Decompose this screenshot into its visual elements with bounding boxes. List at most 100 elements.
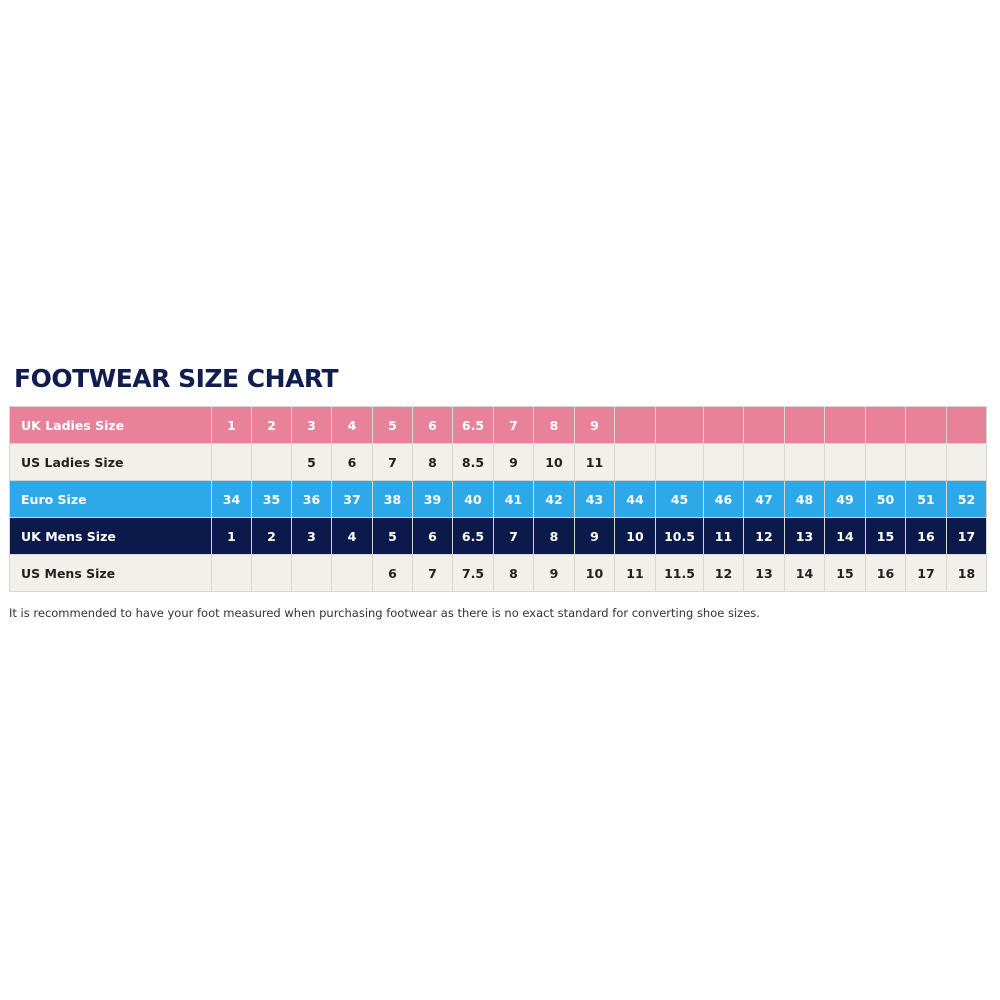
size-cell bbox=[743, 443, 785, 481]
size-cell bbox=[614, 406, 656, 444]
table-row-euro: Euro Size 34 35 36 37 38 39 40 41 42 43 44 45 46 47 48 4… bbox=[9, 480, 987, 518]
row-label: US Mens Size bbox=[9, 554, 212, 592]
size-cell: 37 bbox=[331, 480, 373, 518]
size-cell: 49 bbox=[824, 480, 866, 518]
size-cell bbox=[743, 406, 785, 444]
size-cell: 6 bbox=[412, 406, 453, 444]
size-cell bbox=[211, 554, 252, 592]
size-cell: 10 bbox=[533, 443, 575, 481]
size-cell bbox=[946, 443, 987, 481]
size-cell bbox=[784, 443, 825, 481]
size-cell bbox=[211, 443, 252, 481]
size-cell: 7 bbox=[493, 406, 534, 444]
size-cell: 8 bbox=[412, 443, 453, 481]
size-cell: 38 bbox=[372, 480, 413, 518]
size-cell: 5 bbox=[372, 406, 413, 444]
row-label: UK Mens Size bbox=[9, 517, 212, 555]
row-label: US Ladies Size bbox=[9, 443, 212, 481]
size-cell bbox=[784, 406, 825, 444]
size-cell: 11 bbox=[574, 443, 615, 481]
size-cell: 52 bbox=[946, 480, 987, 518]
size-cell: 7 bbox=[412, 554, 453, 592]
size-cell bbox=[703, 443, 744, 481]
table-row-us-ladies: US Ladies Size 5 6 7 8 8.5 9 10 11 bbox=[9, 443, 987, 481]
size-cell: 15 bbox=[865, 517, 906, 555]
size-cell: 2 bbox=[251, 517, 292, 555]
size-cell: 6 bbox=[331, 443, 373, 481]
size-cell bbox=[614, 443, 656, 481]
page-title: FOOTWEAR SIZE CHART bbox=[14, 364, 339, 393]
size-cell: 6 bbox=[412, 517, 453, 555]
size-cell bbox=[251, 554, 292, 592]
size-cell: 7.5 bbox=[452, 554, 494, 592]
size-cell bbox=[655, 406, 704, 444]
size-cell: 11 bbox=[614, 554, 656, 592]
size-cell bbox=[824, 406, 866, 444]
size-cell: 40 bbox=[452, 480, 494, 518]
size-cell: 15 bbox=[824, 554, 866, 592]
size-cell: 34 bbox=[211, 480, 252, 518]
size-cell bbox=[865, 443, 906, 481]
size-cell: 42 bbox=[533, 480, 575, 518]
size-cell: 9 bbox=[533, 554, 575, 592]
size-cell: 18 bbox=[946, 554, 987, 592]
size-cell: 4 bbox=[331, 406, 373, 444]
size-cell bbox=[251, 443, 292, 481]
size-cell: 6.5 bbox=[452, 406, 494, 444]
size-cell: 3 bbox=[291, 517, 332, 555]
size-cell: 39 bbox=[412, 480, 453, 518]
size-cell: 14 bbox=[784, 554, 825, 592]
size-cell: 17 bbox=[946, 517, 987, 555]
size-chart-table: UK Ladies Size 1 2 3 4 5 6 6.5 7 8 9 US Ladies Size… bbox=[9, 406, 987, 592]
size-cell: 51 bbox=[905, 480, 947, 518]
size-cell: 8.5 bbox=[452, 443, 494, 481]
size-cell: 7 bbox=[372, 443, 413, 481]
size-cell: 13 bbox=[743, 554, 785, 592]
size-cell: 8 bbox=[533, 406, 575, 444]
size-cell: 1 bbox=[211, 406, 252, 444]
size-cell: 43 bbox=[574, 480, 615, 518]
size-cell: 48 bbox=[784, 480, 825, 518]
size-cell: 7 bbox=[493, 517, 534, 555]
size-cell: 50 bbox=[865, 480, 906, 518]
size-cell bbox=[905, 443, 947, 481]
size-cell: 9 bbox=[574, 406, 615, 444]
size-cell: 11 bbox=[703, 517, 744, 555]
size-cell: 10 bbox=[614, 517, 656, 555]
size-cell: 36 bbox=[291, 480, 332, 518]
size-cell: 12 bbox=[743, 517, 785, 555]
table-row-uk-ladies: UK Ladies Size 1 2 3 4 5 6 6.5 7 8 9 bbox=[9, 406, 987, 444]
size-cell: 6.5 bbox=[452, 517, 494, 555]
size-cell: 9 bbox=[574, 517, 615, 555]
size-cell: 1 bbox=[211, 517, 252, 555]
size-cell bbox=[824, 443, 866, 481]
size-cell: 44 bbox=[614, 480, 656, 518]
size-cell bbox=[865, 406, 906, 444]
size-cell bbox=[946, 406, 987, 444]
size-cell bbox=[655, 443, 704, 481]
size-cell bbox=[703, 406, 744, 444]
size-cell: 35 bbox=[251, 480, 292, 518]
size-cell: 17 bbox=[905, 554, 947, 592]
size-cell: 13 bbox=[784, 517, 825, 555]
size-cell: 8 bbox=[493, 554, 534, 592]
size-cell bbox=[905, 406, 947, 444]
row-label: Euro Size bbox=[9, 480, 212, 518]
size-cell: 11.5 bbox=[655, 554, 704, 592]
row-label: UK Ladies Size bbox=[9, 406, 212, 444]
size-cell: 8 bbox=[533, 517, 575, 555]
size-cell: 10.5 bbox=[655, 517, 704, 555]
size-cell: 47 bbox=[743, 480, 785, 518]
table-row-us-mens: US Mens Size 6 7 7.5 8 9 10 11 11.5 12 13 14 15 16 17 1… bbox=[9, 554, 987, 592]
size-cell: 5 bbox=[291, 443, 332, 481]
size-cell: 14 bbox=[824, 517, 866, 555]
size-cell: 16 bbox=[865, 554, 906, 592]
table-row-uk-mens: UK Mens Size 1 2 3 4 5 6 6.5 7 8 9 10 10.5 11 12 13 14 15… bbox=[9, 517, 987, 555]
size-cell: 41 bbox=[493, 480, 534, 518]
size-cell: 45 bbox=[655, 480, 704, 518]
size-cell: 3 bbox=[291, 406, 332, 444]
size-cell: 9 bbox=[493, 443, 534, 481]
footnote: It is recommended to have your foot meas… bbox=[9, 606, 760, 620]
size-cell: 12 bbox=[703, 554, 744, 592]
size-cell: 6 bbox=[372, 554, 413, 592]
